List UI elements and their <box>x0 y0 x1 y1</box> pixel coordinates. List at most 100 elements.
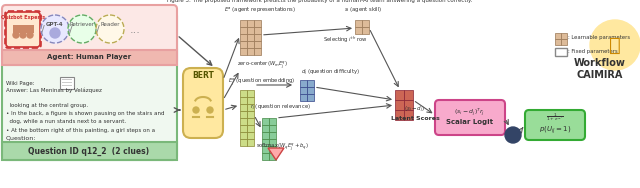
Text: ...: ... <box>129 25 140 35</box>
Bar <box>240 139 247 146</box>
Bar <box>262 146 269 153</box>
Text: 🦁: 🦁 <box>609 36 621 55</box>
Bar <box>262 132 269 139</box>
Bar <box>240 34 247 41</box>
Text: Question ID q12_2  (2 clues): Question ID q12_2 (2 clues) <box>28 146 150 156</box>
Circle shape <box>68 15 96 43</box>
Text: Agent: Human Player: Agent: Human Player <box>47 54 131 60</box>
Bar <box>355 27 362 34</box>
Bar <box>247 34 254 41</box>
Bar <box>60 77 74 89</box>
Bar <box>555 48 567 56</box>
Bar <box>555 33 561 39</box>
Circle shape <box>50 28 60 38</box>
Text: dog, while a nun stands next to a servant.: dog, while a nun stands next to a servan… <box>6 120 126 124</box>
Bar <box>247 139 254 146</box>
Bar <box>77 30 87 38</box>
Bar <box>247 132 254 139</box>
Text: • At the bottom right of this painting, a girl steps on a: • At the bottom right of this painting, … <box>6 128 155 133</box>
Bar <box>240 20 247 27</box>
Bar <box>395 100 404 110</box>
Bar <box>247 41 254 48</box>
Bar <box>404 90 413 100</box>
Text: $p(U_{ij}=1)$: $p(U_{ij}=1)$ <box>539 124 572 136</box>
Text: : Learnable parameters: : Learnable parameters <box>568 35 630 39</box>
FancyBboxPatch shape <box>2 12 177 160</box>
Text: GPT-4: GPT-4 <box>46 23 64 27</box>
Bar <box>62 79 72 80</box>
Bar <box>269 153 276 160</box>
Bar <box>262 139 269 146</box>
FancyBboxPatch shape <box>2 5 177 65</box>
Polygon shape <box>268 148 284 160</box>
Bar <box>300 94 307 101</box>
Circle shape <box>41 15 69 43</box>
Bar <box>240 104 247 111</box>
Text: • In the back, a figure is shown pausing on the stairs and: • In the back, a figure is shown pausing… <box>6 111 164 116</box>
Circle shape <box>505 127 521 143</box>
Text: Figure 3: The proposed framework predicts the probability of a human-AI team ans: Figure 3: The proposed framework predict… <box>168 0 472 3</box>
Bar <box>269 125 276 132</box>
Circle shape <box>27 32 33 38</box>
Bar <box>19 25 26 33</box>
Bar <box>300 87 307 94</box>
Bar <box>62 85 72 86</box>
Text: $E_j^q$ (question embedding): $E_j^q$ (question embedding) <box>228 76 296 88</box>
Bar <box>240 118 247 125</box>
Text: Quizbot Experts: Quizbot Experts <box>1 14 45 20</box>
Bar <box>262 125 269 132</box>
Text: Wiki Page:: Wiki Page: <box>6 80 35 86</box>
Circle shape <box>20 32 26 38</box>
Circle shape <box>193 107 199 113</box>
Text: CAIMIRA: CAIMIRA <box>577 70 623 80</box>
Bar <box>254 41 261 48</box>
Text: /: / <box>96 25 100 35</box>
Bar <box>240 125 247 132</box>
Text: Reader: Reader <box>100 23 120 27</box>
Bar <box>105 29 115 37</box>
Bar <box>240 27 247 34</box>
Text: Answer: Las Meninas by Velázquez: Answer: Las Meninas by Velázquez <box>6 87 102 93</box>
Bar <box>269 132 276 139</box>
Bar <box>300 80 307 87</box>
Bar <box>247 104 254 111</box>
Text: $E^a$ (agent representations): $E^a$ (agent representations) <box>224 5 296 15</box>
Bar <box>561 33 567 39</box>
Bar <box>247 125 254 132</box>
Circle shape <box>207 107 213 113</box>
Bar <box>355 20 362 27</box>
Text: softmax($W_q E_j^q + b_q$): softmax($W_q E_j^q + b_q$) <box>257 141 310 153</box>
Bar <box>362 20 369 27</box>
Text: Question:: Question: <box>6 136 36 141</box>
Bar <box>307 87 314 94</box>
Bar <box>307 80 314 87</box>
Bar <box>13 25 19 33</box>
FancyBboxPatch shape <box>525 110 585 140</box>
Text: Scalar Logit: Scalar Logit <box>447 119 493 125</box>
Bar <box>247 118 254 125</box>
Bar <box>254 48 261 55</box>
Text: $(s_i - d_j)$: $(s_i - d_j)$ <box>404 105 426 115</box>
Text: $d_j$ (question difficulty): $d_j$ (question difficulty) <box>301 68 360 78</box>
Bar <box>240 111 247 118</box>
Bar <box>269 118 276 125</box>
Bar <box>240 97 247 104</box>
Text: $(s_i - d_j)^T r_j$: $(s_i - d_j)^T r_j$ <box>454 106 486 118</box>
Bar <box>26 25 33 33</box>
Text: Selecting $i^{th}$ row: Selecting $i^{th}$ row <box>323 35 367 45</box>
Bar <box>247 90 254 97</box>
Bar <box>561 39 567 45</box>
Text: BERT: BERT <box>192 71 214 80</box>
Bar <box>2 50 177 65</box>
Bar <box>262 153 269 160</box>
Bar <box>247 97 254 104</box>
Bar <box>262 118 269 125</box>
Bar <box>62 82 72 83</box>
Bar <box>247 111 254 118</box>
Bar <box>254 27 261 34</box>
Text: Retriever: Retriever <box>70 23 95 27</box>
Bar <box>240 48 247 55</box>
Text: /: / <box>69 25 73 35</box>
Text: $\frac{1}{1+e^{-\cdot}}$: $\frac{1}{1+e^{-\cdot}}$ <box>546 112 564 124</box>
Bar <box>307 94 314 101</box>
